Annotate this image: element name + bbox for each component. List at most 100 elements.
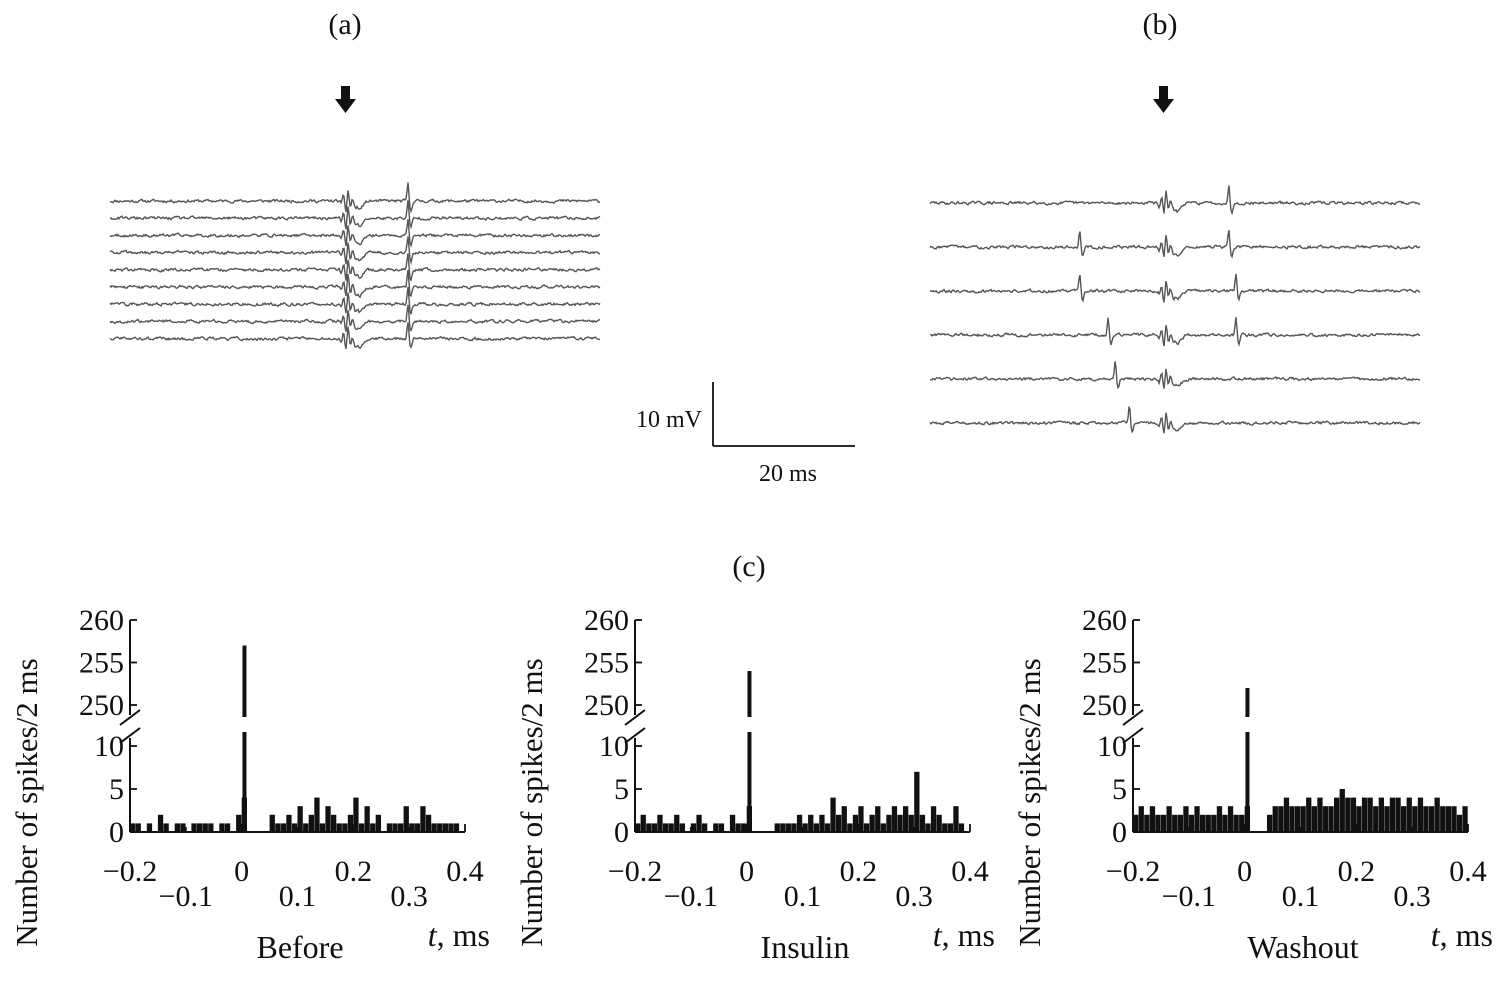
histogram-bar: [919, 814, 926, 832]
histogram-bar: [1155, 814, 1161, 832]
histogram-bar: [1133, 814, 1139, 832]
histogram-bar: [1317, 797, 1323, 832]
histogram-bar: [741, 823, 747, 832]
x-tick-label: 0.4: [446, 855, 484, 888]
y-tick-label: 0: [109, 816, 124, 849]
histogram-bar: [1456, 814, 1463, 832]
histogram-bar: [696, 814, 702, 832]
histogram-bar: [208, 823, 214, 832]
histogram-bar: [453, 823, 460, 832]
y-axis-label: Number of spikes/2 ms: [514, 658, 549, 946]
histogram-bar: [1283, 797, 1290, 832]
histogram-bar: [314, 797, 320, 832]
y-tick-label: 10: [94, 730, 124, 763]
y-tick-label: 250: [584, 689, 629, 722]
y-tick-label: 250: [79, 689, 124, 722]
histogram-bar: [130, 823, 136, 832]
histogram-bar: [942, 823, 948, 832]
histogram-bar: [897, 814, 903, 832]
histogram-bar: [819, 814, 825, 832]
histogram-bar: [936, 814, 942, 832]
trace-sweep: [109, 219, 601, 248]
histogram-bar: [953, 806, 959, 832]
histogram-bar: [1216, 806, 1223, 832]
histogram-bar: [297, 806, 303, 832]
histogram-bar: [640, 814, 646, 832]
histogram-bar: [869, 814, 875, 832]
histogram-bar: [303, 823, 309, 832]
histogram-bar: [1395, 797, 1401, 832]
trace-sweep: [929, 361, 1421, 390]
histogram-washout: 0 5 10 250 255 260 −0.2 0 0.2 0.4 −0.1 0.1 0.3 Number…: [1012, 604, 1493, 965]
histogram-bar: [824, 823, 831, 832]
histogram-bar: [336, 823, 342, 832]
histogram-bar: [202, 823, 208, 832]
panel-label-a: (a): [328, 8, 361, 41]
histogram-bar: [1367, 797, 1373, 832]
histogram-bar: [813, 823, 819, 832]
y-tick-label: 10: [599, 730, 629, 763]
histogram-bar: [674, 814, 680, 832]
histogram-bar: [947, 823, 953, 832]
histogram-bar: [431, 823, 437, 832]
histogram-bar: [1239, 814, 1245, 832]
histogram-bar: [1423, 806, 1429, 832]
scale-bar: 10 mV 20 ms: [636, 382, 855, 487]
histogram-bar: [1177, 814, 1183, 832]
axis-break-mark: [624, 727, 646, 744]
histogram-bar: [386, 823, 393, 832]
stimulus-arrow-icon: [335, 86, 356, 113]
histogram-bar: [291, 823, 298, 832]
histogram-bar: [1378, 797, 1384, 832]
axis-break-mark: [1122, 727, 1144, 744]
histogram-bar: [785, 823, 792, 832]
histogram-bar: [180, 823, 186, 832]
y-tick-label: 260: [79, 604, 124, 637]
histogram-bar: [1373, 806, 1379, 832]
histogram-insulin: 0 5 10 250 255 260 −0.2 0 0.2 0.4 −0.1 0.1 0.3 Number…: [514, 604, 995, 965]
histogram-bar: [808, 814, 814, 832]
y-tick-label: 255: [1082, 647, 1127, 680]
histogram-bar: [651, 823, 658, 832]
histogram-bar: [197, 823, 203, 832]
histogram-bar: [1389, 797, 1396, 832]
histogram-bar: [174, 823, 180, 832]
histogram-bar: [347, 814, 354, 832]
histogram-peak-bar-lower: [242, 732, 247, 832]
y-tick-label: 5: [1112, 773, 1127, 806]
trace-sweep: [109, 287, 601, 315]
y-tick-label: 5: [614, 773, 629, 806]
histogram-bar: [880, 823, 886, 832]
stimulus-arrow-icon: [1153, 86, 1174, 113]
x-tick-label: 0.3: [390, 880, 428, 913]
histogram-bar: [420, 806, 426, 832]
histogram-bar: [157, 814, 164, 832]
histogram-bar: [1334, 797, 1340, 832]
histogram-bar: [1194, 806, 1200, 832]
histogram-bar: [925, 823, 931, 832]
x-tick-label: 0.1: [1282, 880, 1320, 913]
x-tick-label: 0.3: [895, 880, 933, 913]
panel-label-c: (c): [732, 550, 765, 583]
histogram-bar: [403, 806, 409, 832]
x-tick-label: 0.2: [335, 855, 373, 888]
y-axis-label: Number of spikes/2 ms: [9, 658, 44, 946]
histogram-bar: [646, 823, 652, 832]
y-axis-label: Number of spikes/2 ms: [1012, 658, 1047, 946]
histogram-bar: [679, 823, 685, 832]
trace-sweep: [109, 322, 601, 350]
histogram-bar: [398, 823, 404, 832]
histogram-bar: [690, 823, 697, 832]
condition-label: Insulin: [761, 929, 850, 965]
axis-break-mark: [119, 727, 141, 744]
histogram-peak-bar-lower: [1245, 732, 1250, 832]
histogram-bar: [1166, 806, 1172, 832]
histogram-before: 0 5 10 250 255 260 −0.2 0 0.2 0.4 −0.1 0.1 0.3 Number…: [9, 604, 490, 965]
histogram-bar: [331, 814, 337, 832]
histogram-bar: [1451, 806, 1457, 832]
histogram-bar: [1345, 797, 1351, 832]
histogram-bar: [219, 823, 225, 832]
x-tick-label: 0.2: [840, 855, 878, 888]
histogram-bar: [414, 823, 420, 832]
panel-label-b: (b): [1143, 8, 1178, 41]
